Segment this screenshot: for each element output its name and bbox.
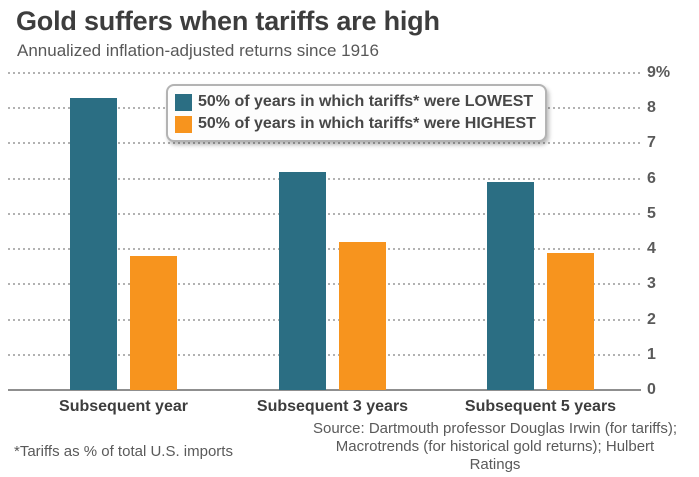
bar-lowest-group-2 (279, 171, 326, 390)
source-credit: Source: Dartmouth professor Douglas Irwi… (310, 420, 680, 474)
legend-item-highest: 50% of years in which tariffs* were HIGH… (175, 113, 536, 135)
bar-lowest-group-3 (487, 182, 534, 390)
legend-swatch-lowest-icon (175, 93, 192, 111)
legend-swatch-highest-icon (175, 115, 192, 133)
x-axis-line (8, 389, 641, 391)
footnote: *Tariffs as % of total U.S. imports (14, 443, 233, 460)
y-tick-label-7: 7 (647, 134, 656, 152)
y-tick-label-2: 2 (647, 310, 656, 328)
bar-highest-group-1 (130, 256, 177, 390)
x-category-label-2: Subsequent 3 years (256, 398, 409, 415)
bar-highest-group-2 (339, 242, 386, 390)
y-tick-label-8: 8 (647, 99, 656, 117)
legend-label-highest: 50% of years in which tariffs* were HIGH… (198, 115, 536, 132)
chart-title: Gold suffers when tariffs are high (16, 6, 440, 36)
legend-item-lowest: 50% of years in which tariffs* were LOWE… (175, 91, 536, 113)
y-tick-label-1: 1 (647, 345, 656, 363)
legend-label-lowest: 50% of years in which tariffs* were LOWE… (198, 93, 534, 110)
gridline-7 (8, 142, 641, 145)
legend-box: 50% of years in which tariffs* were LOWE… (166, 84, 547, 142)
bar-highest-group-3 (547, 252, 594, 390)
chart-subtitle: Annualized inflation-adjusted returns si… (17, 41, 379, 60)
gridline-9 (8, 72, 641, 74)
x-category-label-1: Subsequent year (59, 398, 188, 415)
y-tick-label-3: 3 (647, 275, 656, 293)
y-tick-label-9: 9% (647, 64, 671, 81)
bar-lowest-group-1 (70, 97, 117, 390)
y-tick-label-5: 5 (647, 204, 656, 222)
source-line-2: Macrotrends (for historical gold returns… (335, 438, 655, 473)
y-tick-label-4: 4 (647, 240, 656, 258)
y-tick-label-6: 6 (647, 169, 656, 187)
x-category-label-3: Subsequent 5 years (464, 398, 617, 415)
y-tick-label-0: 0 (647, 381, 656, 398)
source-line-1: Source: Dartmouth professor Douglas Irwi… (312, 420, 678, 437)
